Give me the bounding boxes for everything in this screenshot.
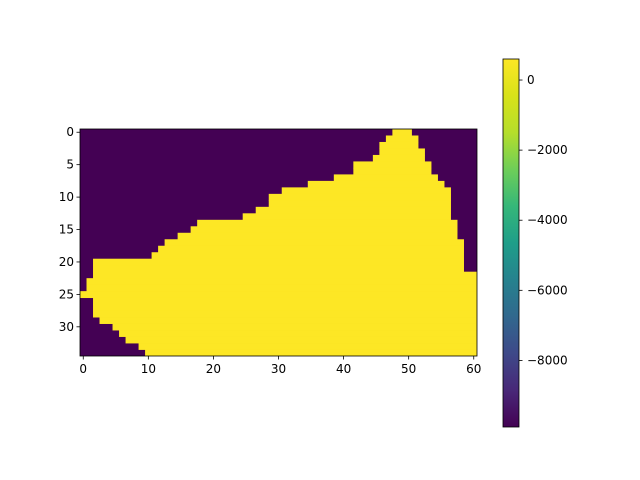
- y-tick-label-5: 5: [66, 158, 74, 172]
- heatmap-row-31: [119, 330, 477, 337]
- y-axis: 0 5 10 15 20 25 30: [59, 125, 80, 334]
- heatmap-row-8: [307, 180, 445, 188]
- colorbar-tick-label-4: −8000: [527, 353, 568, 367]
- heatmap-plot-area: [79, 128, 478, 357]
- x-tick-label-0: 0: [79, 362, 87, 376]
- heatmap-row-3: [379, 148, 425, 156]
- heatmap-row-2: [379, 141, 419, 149]
- colorbar-tick-label-2: −4000: [527, 213, 568, 227]
- heatmap-row-23: [86, 278, 477, 286]
- heatmap-row-24: [86, 284, 477, 292]
- y-tick-label-0: 0: [66, 125, 74, 139]
- heatmap-row-27: [93, 304, 477, 311]
- heatmap-row-32: [125, 336, 477, 344]
- heatmap-row-26: [93, 297, 477, 305]
- heatmap-row-18: [158, 245, 464, 253]
- x-tick-label-30: 30: [271, 362, 286, 376]
- heatmap-row-14: [197, 219, 458, 227]
- heatmap-row-15: [190, 226, 458, 234]
- y-tick-label-10: 10: [59, 190, 74, 204]
- colorbar-tick-label-0: 0: [527, 73, 535, 87]
- y-tick-label-15: 15: [59, 223, 74, 237]
- heatmap-row-13: [242, 213, 451, 221]
- heatmap-row-7: [333, 174, 438, 182]
- heatmap-row-29: [99, 317, 477, 324]
- heatmap-row-33: [138, 343, 477, 350]
- heatmap-row-19: [151, 252, 464, 260]
- x-tick-label-40: 40: [336, 362, 351, 376]
- x-tick-label-10: 10: [141, 362, 156, 376]
- heatmap-row-30: [112, 323, 477, 331]
- colorbar-gradient: [502, 58, 520, 428]
- heatmap-row-10: [268, 193, 451, 201]
- heatmap-row-5: [353, 161, 432, 169]
- x-tick-label-50: 50: [401, 362, 416, 376]
- colorbar-ticks: 0 −2000 −4000 −6000 −8000: [519, 73, 568, 367]
- y-tick-label-25: 25: [59, 287, 74, 301]
- heatmap-row-16: [177, 232, 458, 240]
- y-tick-label-30: 30: [59, 320, 74, 334]
- heatmap-row-9: [281, 187, 451, 195]
- heatmap-row-17: [164, 239, 464, 247]
- heatmap-row-22: [93, 271, 477, 279]
- heatmap-row-34: [145, 349, 477, 356]
- heatmap-row-0: [392, 129, 412, 136]
- heatmap-row-25: [80, 291, 477, 299]
- y-tick-label-20: 20: [59, 255, 74, 269]
- heatmap-row-11: [268, 200, 451, 208]
- heatmap-row-4: [372, 154, 425, 162]
- heatmap-row-20: [93, 258, 464, 266]
- heatmap-row-12: [255, 206, 451, 214]
- heatmap-cells: [80, 129, 477, 356]
- heatmap-row-21: [93, 265, 464, 273]
- x-tick-label-20: 20: [206, 362, 221, 376]
- x-tick-label-60: 60: [466, 362, 481, 376]
- x-axis: 0 10 20 30 40 50 60: [79, 356, 481, 376]
- heatmap-row-1: [385, 135, 419, 143]
- colorbar: 0 −2000 −4000 −6000 −8000: [502, 58, 568, 428]
- heatmap-row-6: [353, 167, 432, 175]
- colorbar-tick-label-1: −2000: [527, 143, 568, 157]
- heatmap-row-28: [93, 310, 477, 318]
- colorbar-tick-label-3: −6000: [527, 283, 568, 297]
